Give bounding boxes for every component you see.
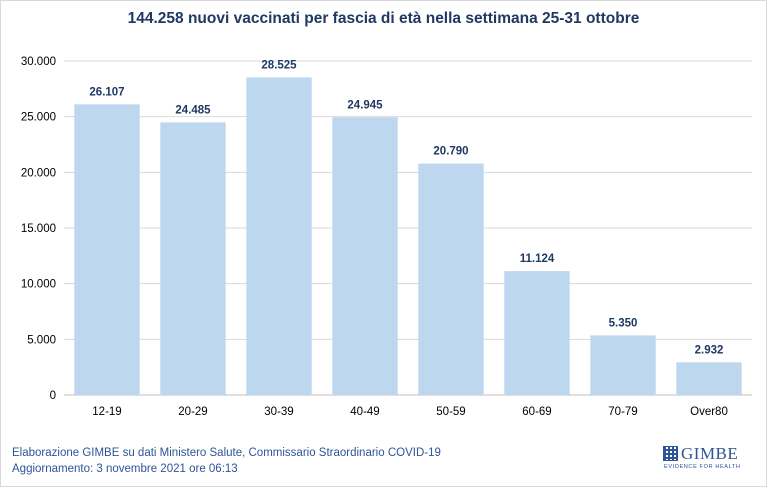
- bar-12-19: [74, 104, 140, 395]
- bar-40-49: [332, 117, 398, 396]
- logo-tagline: EVIDENCE FOR HEALTH: [664, 464, 741, 470]
- x-tick-label: 50-59: [436, 406, 465, 418]
- bar-50-59: [418, 163, 484, 395]
- x-tick-label: 40-49: [350, 406, 379, 418]
- data-label: 2.932: [695, 344, 724, 356]
- bar-20-29: [160, 122, 226, 395]
- source-note: Elaborazione GIMBE su dati Ministero Sal…: [12, 447, 441, 459]
- bar-70-79: [590, 335, 656, 395]
- data-label: 5.350: [609, 317, 638, 329]
- bars: [74, 77, 742, 396]
- data-label: 11.124: [520, 253, 555, 265]
- x-tick-label: 12-19: [92, 406, 121, 418]
- x-tick-label: 30-39: [264, 406, 293, 418]
- x-tick-label: 60-69: [522, 406, 551, 418]
- bar-over80: [676, 362, 742, 395]
- x-tick-label: Over80: [690, 406, 728, 418]
- bar-30-39: [246, 77, 312, 396]
- y-tick-label: 0: [50, 390, 56, 402]
- data-labels: 26.107 24.485 28.525 24.945 20.790 11.124 5.35…: [89, 59, 723, 356]
- logo-name: GIMBE: [681, 444, 739, 463]
- x-tick-label: 70-79: [608, 406, 637, 418]
- chart-title: 144.258 nuovi vaccinati per fascia di et…: [127, 10, 640, 27]
- y-tick-label: 5.000: [27, 334, 56, 346]
- data-label: 28.525: [261, 59, 297, 71]
- x-tick-label: 20-29: [178, 406, 207, 418]
- y-tick-label: 20.000: [21, 167, 56, 179]
- data-label: 20.790: [433, 146, 468, 158]
- y-axis-ticks: 0 5.000 10.000 15.000 20.000 25.000 30.000: [21, 56, 56, 402]
- grid-square-icon: [663, 446, 678, 461]
- y-tick-label: 30.000: [21, 56, 56, 68]
- gimbe-logo: GIMBE EVIDENCE FOR HEALTH: [663, 444, 753, 476]
- update-note: Aggiornamento: 3 novembre 2021 ore 06:13: [12, 463, 238, 475]
- data-label: 26.107: [89, 86, 124, 98]
- y-tick-label: 15.000: [21, 223, 56, 235]
- y-tick-label: 10.000: [21, 279, 56, 291]
- data-label: 24.485: [175, 104, 211, 116]
- y-tick-label: 25.000: [21, 112, 56, 124]
- bar-60-69: [504, 271, 570, 395]
- data-label: 24.945: [347, 99, 383, 111]
- x-axis-ticks: 12-19 20-29 30-39 40-49 50-59 60-69 70-79 Over8…: [92, 406, 728, 418]
